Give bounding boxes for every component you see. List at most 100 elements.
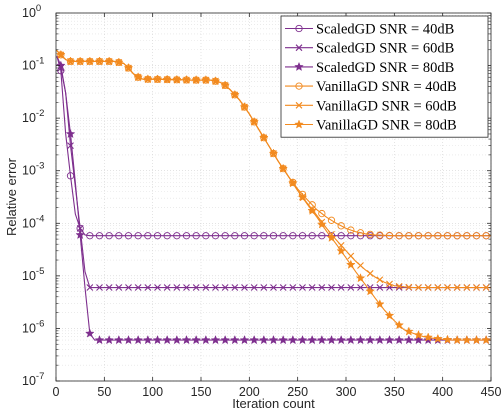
data-point [473, 284, 480, 291]
x-tick-label: 350 [384, 385, 405, 399]
data-point [181, 335, 192, 345]
data-point [192, 284, 200, 291]
data-point [395, 282, 403, 290]
data-point [287, 178, 298, 188]
data-point [279, 232, 287, 240]
data-point [403, 326, 414, 336]
data-point [231, 232, 239, 240]
data-point [192, 232, 200, 240]
data-point [434, 232, 442, 240]
data-point [86, 284, 94, 291]
data-point [229, 89, 240, 99]
data-point [347, 284, 355, 291]
data-point [337, 232, 345, 240]
data-point [471, 335, 482, 345]
data-point [414, 232, 423, 240]
legend-entry: ScaledGD SNR = 80dB [285, 60, 454, 76]
data-point [461, 335, 472, 345]
data-point [229, 335, 240, 345]
data-point [434, 284, 442, 291]
y-tick-label: 10-6 [22, 318, 44, 335]
data-point [105, 232, 113, 240]
data-point [297, 335, 308, 345]
data-point [202, 232, 210, 240]
data-point [295, 101, 303, 109]
data-point [316, 219, 327, 229]
data-point [472, 232, 481, 240]
data-point [482, 284, 490, 291]
data-point [67, 142, 74, 150]
data-point [65, 56, 76, 66]
data-point [75, 56, 86, 66]
data-point [152, 335, 163, 345]
data-point [326, 232, 337, 242]
data-point [95, 232, 104, 240]
data-point [423, 332, 434, 342]
legend-entry: VanillaGD SNR = 60dB [285, 98, 457, 114]
x-tick-label: 300 [336, 385, 357, 399]
data-point [403, 335, 414, 345]
data-point [394, 335, 405, 345]
legend-entry: ScaledGD SNR = 40dB [285, 22, 454, 38]
data-point [376, 276, 384, 284]
x-tick-label: 250 [287, 385, 308, 399]
data-point [241, 284, 248, 291]
data-point [154, 284, 161, 291]
data-point [376, 231, 384, 239]
data-point [249, 335, 260, 345]
data-point [260, 284, 268, 291]
data-point [326, 335, 337, 345]
data-point [133, 335, 144, 345]
data-point [432, 333, 443, 343]
data-point [134, 232, 142, 240]
legend: ScaledGD SNR = 40dB ScaledGD SNR = 60dB Sc… [280, 15, 489, 138]
y-axis: 100 10-1 10-2 10-3 10-4 10-5 10-6 10-7 [22, 3, 491, 388]
legend-entry: ScaledGD SNR = 60dB [285, 41, 454, 57]
data-point [355, 273, 366, 283]
data-point [171, 335, 182, 345]
data-point [200, 74, 211, 85]
data-point [220, 335, 231, 345]
data-point [105, 284, 113, 291]
data-point [104, 335, 115, 345]
data-point [153, 232, 162, 240]
data-point [258, 132, 269, 142]
data-point [357, 262, 364, 269]
data-point [366, 230, 374, 239]
data-point [295, 44, 303, 52]
data-point [345, 259, 356, 269]
data-point [482, 232, 490, 240]
data-point [424, 232, 432, 240]
data-point [295, 24, 303, 33]
x-tick-label: 400 [432, 385, 453, 399]
data-point [463, 284, 471, 291]
data-point [357, 284, 364, 291]
data-point [142, 74, 153, 84]
data-point [268, 335, 279, 345]
data-point [384, 310, 395, 320]
y-tick-label: 10-5 [22, 266, 44, 283]
data-point [299, 284, 306, 291]
data-point [123, 335, 134, 345]
data-point [365, 335, 376, 345]
data-point [376, 284, 384, 291]
data-point [294, 61, 304, 72]
legend-box [280, 15, 489, 138]
data-point [56, 49, 66, 59]
data-point [356, 229, 365, 237]
y-tick-label: 10-3 [22, 161, 44, 178]
data-point [308, 284, 316, 291]
series-line [56, 56, 491, 237]
data-point [395, 232, 403, 240]
data-point [212, 284, 219, 291]
data-point [278, 163, 289, 173]
data-point [260, 232, 268, 240]
data-point [56, 60, 66, 70]
x-tick-label: 100 [142, 385, 163, 399]
data-point [183, 284, 190, 291]
data-point [318, 232, 326, 240]
series-3 [56, 56, 491, 345]
data-point [347, 232, 355, 240]
data-point [94, 335, 105, 345]
data-point [250, 232, 258, 240]
